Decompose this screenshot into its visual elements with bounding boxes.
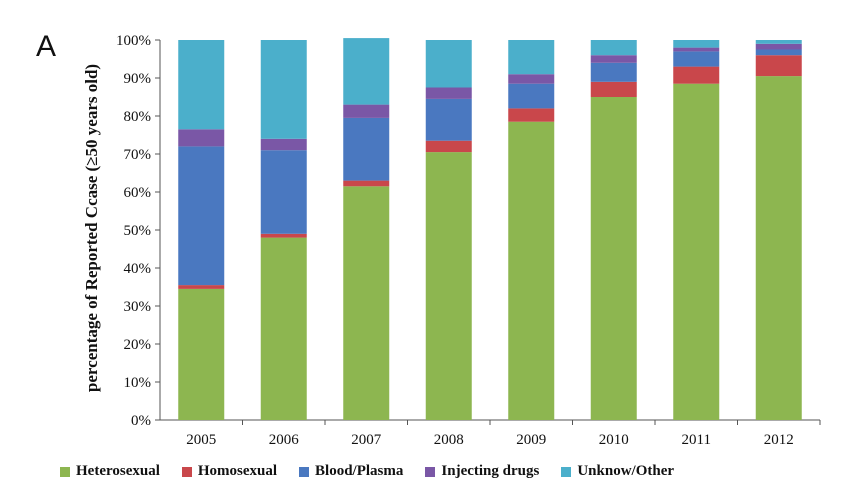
x-tick-label: 2010 — [599, 432, 629, 448]
bar-blood-plasma-2012 — [755, 49, 802, 56]
bar-homosexual-2011 — [673, 66, 720, 84]
y-tick-label: 50% — [124, 223, 152, 239]
bar-homosexual-2005 — [178, 285, 225, 289]
bar-homosexual-2009 — [508, 108, 555, 122]
legend-item: Unknow/Other — [561, 463, 674, 480]
y-tick-label: 90% — [124, 71, 152, 87]
bar-heterosexual-2006 — [260, 237, 307, 420]
legend-label: Homosexual — [197, 463, 278, 479]
legend-swatch — [425, 466, 436, 477]
legend-label: Injecting drugs — [441, 463, 540, 479]
y-tick-label: 0% — [131, 413, 151, 429]
bar-injecting-drugs-2009 — [508, 74, 555, 84]
bar-unknow-other-2009 — [508, 40, 555, 75]
y-tick-label: 70% — [124, 147, 152, 163]
legend-swatch — [299, 466, 310, 477]
bar-heterosexual-2008 — [425, 152, 472, 420]
y-tick-label: 40% — [124, 261, 152, 277]
chart-legend: Heterosexual Homosexual Blood/Plasma Inject… — [60, 463, 860, 482]
bar-unknow-other-2010 — [590, 40, 637, 56]
bar-blood-plasma-2006 — [260, 150, 307, 234]
bar-homosexual-2007 — [343, 180, 390, 187]
bar-homosexual-2010 — [590, 81, 637, 97]
bar-blood-plasma-2009 — [508, 83, 555, 109]
y-tick-label: 20% — [124, 337, 152, 353]
x-tick-label: 2012 — [764, 432, 794, 448]
y-tick-label: 80% — [124, 109, 152, 125]
legend-swatch — [181, 466, 192, 477]
legend-item: Blood/Plasma — [299, 463, 403, 480]
bar-injecting-drugs-2008 — [425, 87, 472, 99]
bar-unknow-other-2011 — [673, 40, 720, 48]
bar-unknow-other-2008 — [425, 40, 472, 88]
legend-item: Injecting drugs — [425, 463, 539, 480]
bar-injecting-drugs-2011 — [673, 47, 720, 52]
y-tick-label: 100% — [116, 33, 151, 49]
bar-injecting-drugs-2007 — [343, 104, 390, 118]
x-tick-label: 2007 — [351, 432, 382, 448]
y-tick-label: 10% — [124, 375, 152, 391]
y-tick-label: 60% — [124, 185, 152, 201]
legend-item: Homosexual — [181, 463, 278, 480]
bar-homosexual-2012 — [755, 55, 802, 77]
bar-unknow-other-2005 — [178, 40, 225, 130]
bar-heterosexual-2010 — [590, 97, 637, 420]
x-tick-label: 2005 — [186, 432, 216, 448]
bar-heterosexual-2011 — [673, 83, 720, 420]
bar-blood-plasma-2005 — [178, 146, 225, 286]
legend-label: Blood/Plasma — [315, 463, 404, 479]
bar-heterosexual-2012 — [755, 76, 802, 420]
bar-blood-plasma-2007 — [343, 117, 390, 181]
legend-label: Heterosexual — [76, 463, 160, 479]
bar-injecting-drugs-2006 — [260, 138, 307, 151]
bar-blood-plasma-2011 — [673, 51, 720, 67]
bar-unknow-other-2012 — [755, 40, 802, 44]
x-tick-label: 2006 — [269, 432, 300, 448]
legend-label: Unknow/Other — [577, 463, 675, 479]
y-tick-label: 30% — [124, 299, 152, 315]
legend-item: Heterosexual — [60, 463, 160, 480]
bar-injecting-drugs-2005 — [178, 129, 225, 147]
bar-unknow-other-2006 — [260, 40, 307, 139]
legend-swatch — [561, 466, 572, 477]
bar-homosexual-2008 — [425, 140, 472, 153]
bar-heterosexual-2009 — [508, 121, 555, 420]
bar-injecting-drugs-2012 — [755, 43, 802, 50]
bar-blood-plasma-2010 — [590, 62, 637, 82]
bar-homosexual-2006 — [260, 233, 307, 238]
panel-label: A — [36, 30, 57, 63]
legend-swatch — [60, 466, 70, 477]
x-tick-label: 2011 — [682, 432, 711, 448]
bar-heterosexual-2007 — [343, 186, 390, 420]
bar-injecting-drugs-2010 — [590, 55, 637, 63]
bar-heterosexual-2005 — [178, 288, 225, 420]
x-tick-label: 2009 — [516, 432, 546, 448]
bar-unknow-other-2007 — [343, 38, 390, 105]
x-tick-label: 2008 — [434, 432, 464, 448]
bar-blood-plasma-2008 — [425, 98, 472, 141]
